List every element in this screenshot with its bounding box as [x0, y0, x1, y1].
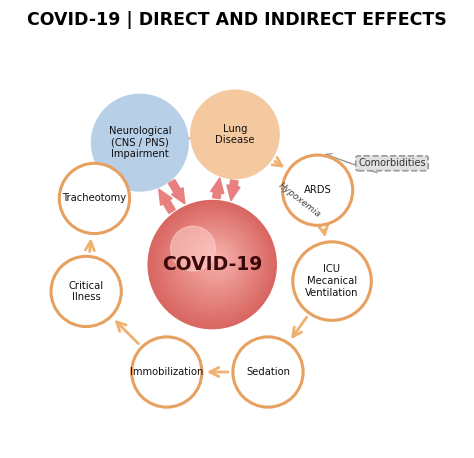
Circle shape [171, 226, 215, 271]
Circle shape [153, 204, 273, 324]
Circle shape [186, 231, 246, 291]
Circle shape [233, 337, 303, 407]
Text: COVID-19 | DIRECT AND INDIRECT EFFECTS: COVID-19 | DIRECT AND INDIRECT EFFECTS [27, 11, 447, 29]
Text: Immobilization: Immobilization [130, 367, 203, 377]
Circle shape [51, 256, 121, 327]
Polygon shape [210, 178, 224, 199]
Polygon shape [227, 180, 240, 201]
Circle shape [204, 247, 230, 273]
Circle shape [202, 245, 232, 275]
Circle shape [293, 242, 371, 320]
Text: ICU
Mecanical
Ventilation: ICU Mecanical Ventilation [305, 264, 359, 298]
Circle shape [172, 220, 257, 305]
Circle shape [200, 243, 234, 277]
Circle shape [195, 239, 237, 282]
Circle shape [192, 237, 240, 284]
Text: Comorbidities: Comorbidities [358, 158, 426, 168]
Text: COVID-19: COVID-19 [162, 255, 263, 274]
Circle shape [188, 233, 244, 289]
Circle shape [132, 337, 202, 407]
Polygon shape [159, 189, 175, 213]
Circle shape [211, 252, 224, 265]
Circle shape [191, 91, 278, 178]
Polygon shape [168, 180, 185, 204]
Circle shape [197, 241, 236, 279]
Text: ARDS: ARDS [304, 185, 331, 195]
Circle shape [155, 206, 271, 322]
Circle shape [162, 212, 264, 315]
Text: Tracheotomy: Tracheotomy [63, 193, 127, 203]
Circle shape [209, 251, 226, 268]
Text: Hypoxemia: Hypoxemia [276, 181, 322, 220]
Circle shape [179, 226, 251, 298]
Circle shape [183, 229, 247, 294]
Circle shape [283, 155, 353, 225]
Circle shape [92, 95, 187, 190]
Circle shape [157, 208, 269, 319]
Circle shape [160, 210, 266, 317]
Circle shape [59, 164, 129, 234]
Text: Critical
Ilness: Critical Ilness [69, 281, 104, 302]
Circle shape [164, 214, 263, 312]
Circle shape [190, 235, 242, 286]
Circle shape [214, 255, 222, 263]
Text: Neurological
(CNS / PNS)
Impairment: Neurological (CNS / PNS) Impairment [109, 126, 171, 159]
Circle shape [176, 224, 253, 300]
Circle shape [174, 222, 255, 303]
Circle shape [207, 249, 228, 270]
Text: Sedation: Sedation [246, 367, 290, 377]
Circle shape [181, 228, 249, 296]
Circle shape [216, 256, 220, 261]
Circle shape [167, 216, 261, 310]
Circle shape [148, 201, 276, 329]
Text: Lung
Disease: Lung Disease [215, 124, 255, 145]
Circle shape [169, 218, 259, 307]
Circle shape [150, 202, 274, 326]
